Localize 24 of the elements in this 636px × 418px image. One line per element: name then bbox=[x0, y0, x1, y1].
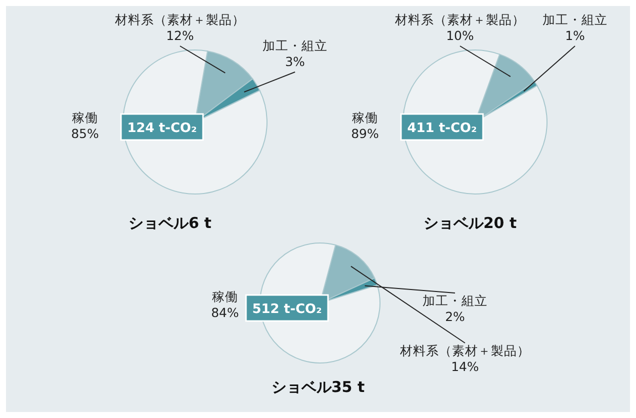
text: 124 t-CO₂ bbox=[127, 121, 197, 136]
slice-label: 材料系（素材＋製品） bbox=[114, 12, 245, 27]
data-label: 2% bbox=[445, 309, 466, 324]
data-label: 89% bbox=[351, 126, 380, 141]
data-label: 3% bbox=[285, 54, 306, 69]
data-label: 10% bbox=[446, 28, 474, 43]
slice-label: 加工・組立 bbox=[422, 293, 488, 308]
data-label: 84% bbox=[211, 305, 240, 320]
data-label: 14% bbox=[451, 359, 480, 374]
data-label: 1% bbox=[565, 28, 586, 43]
text: ショベル6 t bbox=[128, 214, 212, 232]
slice-label: 材料系（素材＋製品） bbox=[394, 12, 525, 27]
data-label: 85% bbox=[71, 126, 100, 141]
slice-label: 稼働 bbox=[72, 110, 98, 125]
slice-label: 稼働 bbox=[352, 110, 378, 125]
text: ショベル20 t bbox=[423, 214, 517, 232]
text: ショベル35 t bbox=[271, 378, 365, 396]
slice-label: 加工・組立 bbox=[262, 38, 328, 53]
data-label: 12% bbox=[166, 28, 194, 43]
slice-label: 材料系（素材＋製品） bbox=[399, 343, 530, 358]
slice-label: 加工・組立 bbox=[542, 12, 608, 27]
text: 512 t-CO₂ bbox=[252, 302, 322, 317]
slice-label: 稼働 bbox=[212, 289, 238, 304]
text: 411 t-CO₂ bbox=[407, 121, 477, 136]
